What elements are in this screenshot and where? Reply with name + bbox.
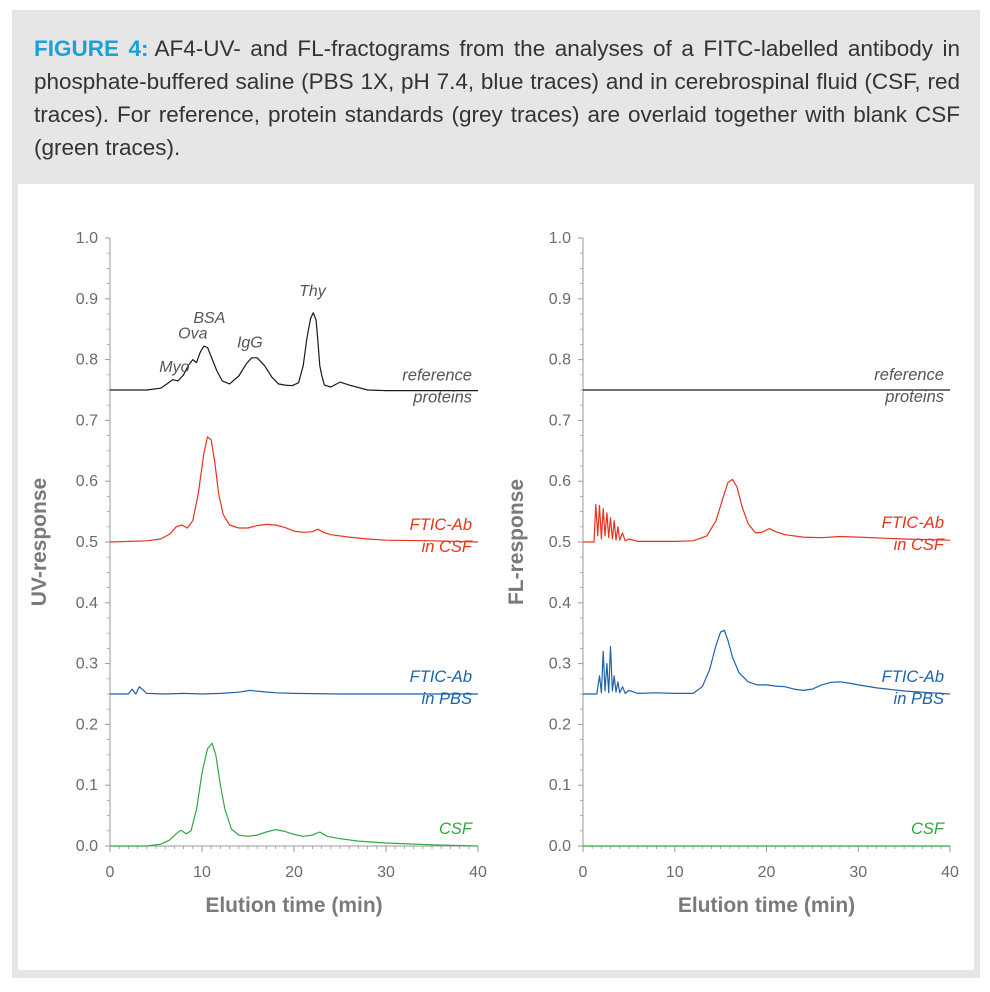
left-chart: 0.0 0.1 0.2 0.3 0.4 0.5 0.6 0.7 0.8 0.9 1.0 0 10 20 30… [28,230,487,917]
y-tick-label: 0.9 [549,291,571,308]
y-tick-label: 0.5 [549,534,571,551]
y-tick-label: 0.7 [549,412,571,429]
y-tick-label: 0.0 [76,838,98,855]
series-label: FTIC-Ab [410,668,472,686]
x-tick-label: 40 [469,864,487,881]
y-tick-label: 0.2 [76,716,98,733]
y-tick-label: 0.4 [549,595,571,612]
right-chart: 0.0 0.1 0.2 0.3 0.4 0.5 0.6 0.7 0.8 0.9 1.0 0 10 20 30… [505,230,959,917]
series-label: in PBS [894,690,944,708]
y-tick-label: 0.6 [76,473,98,490]
series-line-ftic-ab-in-pbs [583,629,951,695]
y-tick-label: 0.5 [76,534,98,551]
series-label: FTIC-Ab [410,516,472,534]
caption-text: AF4-UV- and FL-fractograms from the anal… [34,36,960,160]
series-label: FTIC-Ab [882,514,944,532]
series-line-ftic-ab-in-csf [583,478,951,543]
series-label: FTIC-Ab [882,668,944,686]
x-tick-label: 20 [758,864,776,881]
y-tick-label: 0.3 [549,656,571,673]
y-axis-title: FL-response [505,479,528,605]
series-label: proteins [884,388,944,406]
y-tick-label: 0.9 [76,291,98,308]
y-tick-label: 0.3 [76,656,98,673]
x-tick-label: 40 [941,864,959,881]
series-line-reference-proteins [110,312,478,392]
series-label: in CSF [422,538,473,556]
y-tick-label: 0.4 [76,595,98,612]
x-tick-label: 20 [285,864,303,881]
peak-label: Ova [178,325,207,342]
y-tick-label: 0.1 [76,777,98,794]
series-label: in CSF [894,536,945,554]
figure-label: FIGURE 4: [34,36,149,61]
series-label: CSF [911,820,945,838]
peak-label: BSA [193,310,225,327]
series-label: proteins [412,389,472,407]
y-tick-label: 1.0 [549,230,571,247]
series-line-ftic-ab-in-csf [109,436,479,543]
figure-frame: FIGURE 4: AF4-UV- and FL-fractograms from… [12,10,980,978]
y-tick-label: 0.1 [549,777,571,794]
y-tick-label: 1.0 [76,230,98,247]
x-tick-label: 10 [193,864,211,881]
x-tick-label: 30 [377,864,395,881]
y-tick-label: 0.0 [549,838,571,855]
x-tick-label: 0 [106,864,115,881]
x-tick-label: 0 [579,864,588,881]
y-tick-label: 0.8 [549,352,571,369]
x-axis-title: Elution time (min) [205,894,382,917]
series-line-ftic-ab-in-pbs [110,686,478,695]
x-tick-label: 10 [666,864,684,881]
y-axis-title: UV-response [28,478,51,606]
y-tick-label: 0.6 [549,473,571,490]
y-tick-label: 0.8 [76,352,98,369]
x-tick-label: 30 [849,864,867,881]
series-label: CSF [439,820,473,838]
y-tick-label: 0.7 [76,412,98,429]
y-tick-label: 0.2 [549,716,571,733]
series-label: reference [402,367,472,385]
series-label: in PBS [422,690,472,708]
series-line-csf [110,742,479,847]
fractogram-charts: 0.0 0.1 0.2 0.3 0.4 0.5 0.6 0.7 0.8 0.9 1.0 0 10 20 30… [28,230,959,917]
peak-label: Thy [299,283,327,300]
chart-panel: 0.0 0.1 0.2 0.3 0.4 0.5 0.6 0.7 0.8 0.9 1.0 0 10 20 30… [18,184,974,970]
x-axis-title: Elution time (min) [678,894,855,917]
series-label: reference [874,366,944,384]
figure-caption: FIGURE 4: AF4-UV- and FL-fractograms from… [34,32,960,164]
peak-label: IgG [237,334,263,351]
peak-label: Myo [159,359,189,376]
